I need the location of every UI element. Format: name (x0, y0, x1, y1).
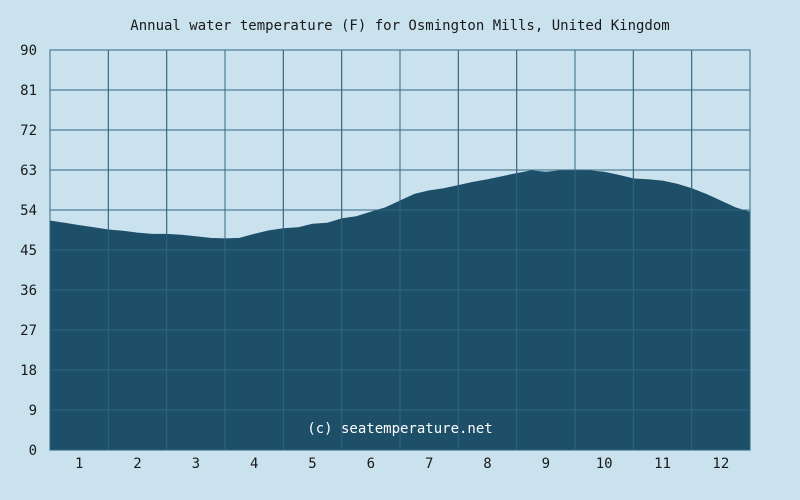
x-tick-label: 9 (542, 456, 550, 472)
x-tick-label: 8 (483, 456, 491, 472)
y-tick-label: 45 (20, 243, 37, 259)
y-tick-label: 0 (29, 443, 37, 459)
y-tick-label: 54 (20, 203, 37, 219)
x-tick-label: 12 (712, 456, 729, 472)
x-tick-label: 5 (308, 456, 316, 472)
x-tick-label: 10 (596, 456, 613, 472)
x-tick-label: 3 (192, 456, 200, 472)
y-tick-label: 63 (20, 163, 37, 179)
x-tick-label: 11 (654, 456, 671, 472)
y-axis: 0 9 18 27 36 45 54 63 72 81 90 (20, 43, 37, 459)
y-tick-label: 27 (20, 323, 37, 339)
x-tick-label: 7 (425, 456, 433, 472)
x-tick-label: 4 (250, 456, 258, 472)
x-tick-label: 2 (133, 456, 141, 472)
x-tick-label: 1 (75, 456, 83, 472)
y-tick-label: 18 (20, 363, 37, 379)
y-tick-label: 72 (20, 123, 37, 139)
y-tick-label: 36 (20, 283, 37, 299)
chart-title: Annual water temperature (F) for Osmingt… (130, 18, 670, 34)
x-tick-label: 6 (367, 456, 375, 472)
y-tick-label: 90 (20, 43, 37, 59)
grid-overlay (49, 49, 751, 451)
watermark: (c) seatemperature.net (307, 421, 492, 437)
y-tick-label: 9 (29, 403, 37, 419)
x-axis: 1 2 3 4 5 6 7 8 9 10 11 12 (75, 456, 729, 472)
y-tick-label: 81 (20, 83, 37, 99)
